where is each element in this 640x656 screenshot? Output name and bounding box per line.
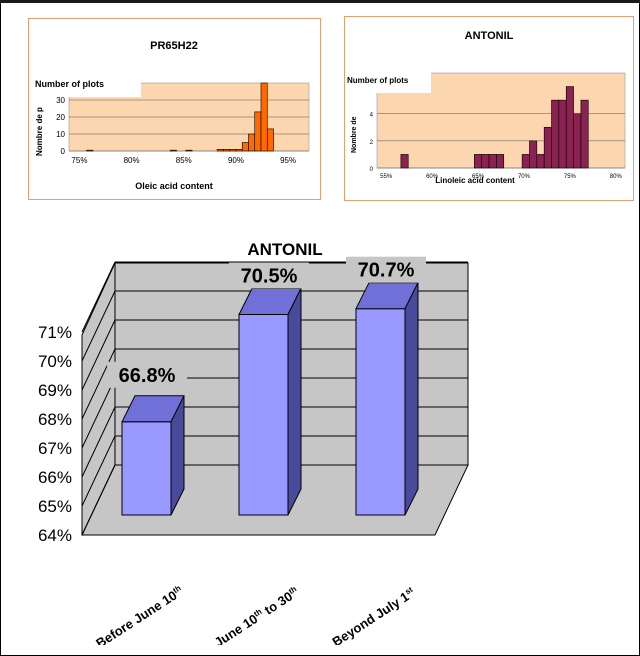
y-tick-label: 68% <box>38 410 72 429</box>
bar-3 <box>355 282 419 516</box>
histogram-bar <box>529 140 538 169</box>
gridline-side <box>81 435 116 507</box>
histogram-bar <box>474 154 483 169</box>
chart3-title: ANTONIL <box>247 240 322 259</box>
histogram-bar <box>248 133 256 152</box>
x-tick-label: 95% <box>280 156 296 165</box>
category-label: Beyond July 1st <box>330 585 418 645</box>
pr65h22-chart-card: PR65H22 75% 80% 85% 90% 95% 0 10 20 30 Nombre d… <box>28 18 321 200</box>
chart1-xlabel: Oleic acid content <box>135 181 213 191</box>
data-label: 70.7% <box>358 260 415 282</box>
histogram-bar <box>235 149 243 152</box>
gridline-side <box>81 348 116 420</box>
histogram-bar <box>521 154 530 169</box>
category-label: June 10th to 30th <box>212 584 302 645</box>
data-label: 66.8% <box>119 365 176 387</box>
y-tick-label: 65% <box>38 497 72 516</box>
data-label-bg <box>229 262 309 289</box>
x-tick-label: 90% <box>228 156 244 165</box>
histogram-bar <box>185 149 193 152</box>
histogram-bar <box>223 149 230 152</box>
bar-1 <box>121 395 185 516</box>
x-tick-label: 65% <box>472 174 485 180</box>
histogram-bar <box>216 149 224 152</box>
gridline-side <box>81 406 116 478</box>
y-tick-label: 70% <box>38 352 72 371</box>
x-tick-label: 70% <box>518 174 531 180</box>
histogram-bar <box>400 154 409 169</box>
y-tick-label: 2 <box>370 140 374 146</box>
histogram-bar <box>241 142 249 152</box>
histogram-bar <box>496 154 505 169</box>
chart2-ylabel: Nombre de <box>351 116 358 153</box>
histogram-bar <box>573 113 582 169</box>
y-tick-label: 0 <box>370 167 374 173</box>
gridline-side <box>81 290 116 362</box>
chart1-ylabel: Nombre de p <box>35 107 44 156</box>
chart2-overlay-label-bg <box>345 67 431 93</box>
y-tick-label: 64% <box>38 526 72 545</box>
data-label: 70.5% <box>241 266 298 288</box>
x-tick-label: 55% <box>380 174 393 180</box>
x-tick-label: 75% <box>71 156 87 165</box>
histogram-bar <box>254 111 262 152</box>
y-tick-label: 30 <box>56 96 65 105</box>
antonil-3d-bar-chart: ANTONIL 64% 65% 66% 67% 68% 69% 70% 71% 66.8% 70… <box>38 240 469 645</box>
chart1-title: PR65H22 <box>150 40 198 52</box>
chart2-xlabel: Linoleic acid content <box>435 176 515 185</box>
top-border <box>0 0 640 3</box>
histogram-bar <box>169 149 177 152</box>
data-label-bg <box>346 256 426 283</box>
antonil-histogram: ANTONIL 55% 60% 65% 70% 75% 80% 0 2 4 Nombre de… <box>345 30 626 185</box>
gridline-side <box>81 261 116 333</box>
data-label-bg <box>107 361 187 388</box>
y-tick-label: 69% <box>38 381 72 400</box>
y-tick-label: 0 <box>61 147 66 156</box>
x-tick-label: 60% <box>426 174 439 180</box>
gridline-side <box>81 464 116 536</box>
pr65h22-histogram: PR65H22 75% 80% 85% 90% 95% 0 10 20 30 Nombre d… <box>31 40 310 191</box>
histogram-bar <box>481 154 490 169</box>
x-tick-label: 80% <box>124 156 140 165</box>
histogram-bar <box>551 99 560 169</box>
x-tick-label: 85% <box>176 156 192 165</box>
y-tick-label: 71% <box>38 323 72 342</box>
y-tick-label: 20 <box>56 113 65 122</box>
category-label: Before June 10th <box>93 583 186 645</box>
histogram-bar <box>229 149 237 152</box>
histogram-bar <box>260 82 268 152</box>
y-tick-label: 66% <box>38 468 72 487</box>
chart1-overlay-label: Number of plots <box>35 79 104 89</box>
histogram-bar <box>266 128 274 152</box>
y-tick-label: 4 <box>370 113 374 119</box>
chart1-overlay-label-bg <box>31 71 141 97</box>
gridline-side <box>81 319 116 391</box>
histogram-bar <box>488 154 497 169</box>
histogram-bar <box>543 126 552 169</box>
histogram-bar <box>565 86 574 169</box>
gridline-side <box>81 377 116 449</box>
y-tick-label: 10 <box>56 130 65 139</box>
x-tick-label: 75% <box>564 174 577 180</box>
bar-2 <box>238 288 302 516</box>
histogram-bar <box>536 154 545 169</box>
x-tick-label: 80% <box>610 174 623 180</box>
chart2-title: ANTONIL <box>465 30 514 42</box>
histogram-bar <box>558 99 567 169</box>
histogram-bar <box>580 99 589 169</box>
antonil-histogram-card: ANTONIL 55% 60% 65% 70% 75% 80% 0 2 4 Nombre de… <box>344 16 634 201</box>
histogram-bar <box>86 149 94 152</box>
chart2-overlay-label: Number of plots <box>347 76 409 85</box>
y-tick-label: 67% <box>38 439 72 458</box>
